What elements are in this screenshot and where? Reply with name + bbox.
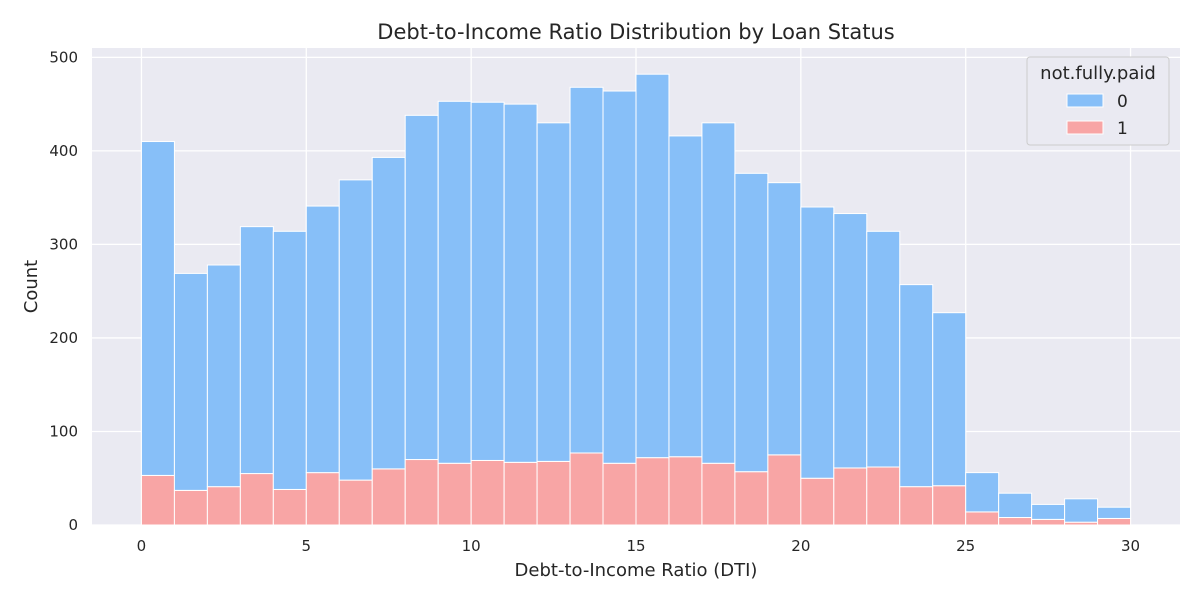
bars [140,73,1132,526]
bar-series-0 [404,114,439,461]
legend-items: 01 [1066,92,1128,139]
x-axis-label: Debt-to-Income Ratio (DTI) [515,560,758,581]
bar-series-0 [1031,503,1066,520]
bar-series-0 [272,230,307,490]
bar-series-1 [206,486,241,526]
bar-series-1 [239,473,274,526]
bar-series-0 [305,205,340,474]
legend-title: not.fully.paid [1040,63,1156,84]
bar-series-1 [470,459,505,526]
bar-series-1 [338,479,373,526]
bar-series-0 [800,206,835,479]
legend-swatch-1 [1066,120,1104,135]
bar-series-0 [470,101,505,461]
bar-series-1 [437,462,472,526]
bar-series-1 [305,472,340,526]
bar-series-1 [404,459,439,526]
bar-series-1 [668,456,703,526]
bar-series-0 [965,472,1000,513]
bar-series-0 [437,100,472,464]
bar-series-1 [272,488,307,526]
bar-series-1 [503,461,538,526]
bar-series-0 [932,312,967,487]
bar-series-1 [536,460,571,526]
bar-series-1 [1031,518,1066,526]
bar-series-0 [701,122,736,464]
bar-series-1 [602,462,637,526]
bar-series-0 [239,226,274,475]
bar-series-1 [833,467,868,526]
bar-series-1 [371,468,406,526]
bar-series-0 [767,182,802,456]
bar-series-1 [140,474,175,526]
legend-swatch-0 [1066,93,1104,108]
bar-series-1 [998,517,1033,526]
bar-series-0 [140,141,175,476]
y-axis-label: Count [21,260,42,313]
bar-series-1 [800,477,835,526]
x-tick-label: 15 [626,537,645,555]
bar-series-0 [173,272,208,491]
bar-series-0 [866,230,901,468]
bar-series-0 [536,122,571,462]
bar-series-0 [338,179,373,481]
bar-series-0 [1097,506,1132,519]
bar-series-0 [635,73,670,459]
bar-series-1 [932,485,967,526]
bar-series-0 [899,284,934,488]
chart-title: Debt-to-Income Ratio Distribution by Loa… [377,20,894,44]
bar-series-0 [602,90,637,464]
bar-series-1 [965,511,1000,526]
bar-series-1 [866,466,901,526]
bar-series-0 [503,103,538,463]
bar-series-1 [1097,517,1132,526]
y-tick-label: 400 [49,142,78,160]
bar-series-0 [206,264,241,488]
bar-series-0 [998,492,1033,519]
x-tick-label: 10 [462,537,481,555]
x-tick-label: 5 [302,537,312,555]
x-tick-label: 20 [791,537,810,555]
bar-series-0 [569,86,604,454]
x-tick-label: 25 [956,537,975,555]
bar-series-0 [734,172,769,473]
bar-series-0 [371,156,406,470]
bar-series-0 [668,135,703,458]
bar-series-1 [701,462,736,526]
bar-series-1 [635,457,670,526]
x-tick-label: 30 [1121,537,1140,555]
x-tick-labels: 0 5 10 15 20 25 30 [137,537,1140,555]
bar-series-1 [173,489,208,526]
bar-series-0 [1064,498,1099,523]
bar-series-1 [767,454,802,526]
y-tick-label: 0 [68,516,78,534]
bar-series-1 [734,471,769,526]
y-tick-label: 100 [49,422,78,440]
y-tick-label: 200 [49,329,78,347]
y-tick-labels: 0 100 200 300 400 500 [49,48,78,534]
x-tick-label: 0 [137,537,147,555]
legend: not.fully.paid 01 [1026,56,1170,146]
bar-series-1 [569,452,604,526]
y-tick-label: 300 [49,235,78,253]
y-tick-label: 500 [49,48,78,66]
bar-series-0 [833,213,868,469]
bar-series-1 [899,486,934,526]
legend-label-0: 0 [1117,92,1128,112]
legend-label-1: 1 [1117,119,1128,139]
